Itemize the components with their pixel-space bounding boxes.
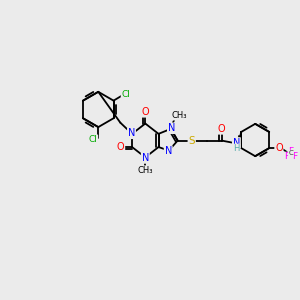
Text: S: S [188,136,195,146]
Text: N: N [128,128,135,138]
Text: O: O [142,107,149,117]
Text: CH₃: CH₃ [171,111,187,120]
Text: CH₃: CH₃ [138,166,153,175]
Text: N: N [168,123,175,133]
Text: O: O [117,142,124,152]
Text: N: N [233,138,240,148]
Text: H: H [233,144,240,153]
Text: O: O [218,124,226,134]
Text: F: F [284,152,290,161]
Text: N: N [164,146,172,156]
Text: Cl: Cl [88,135,98,144]
Text: F: F [288,146,293,155]
Text: O: O [275,143,283,153]
Text: C: C [289,150,293,156]
Text: F: F [292,152,298,161]
Text: Cl: Cl [122,90,130,99]
Text: N: N [142,153,149,163]
